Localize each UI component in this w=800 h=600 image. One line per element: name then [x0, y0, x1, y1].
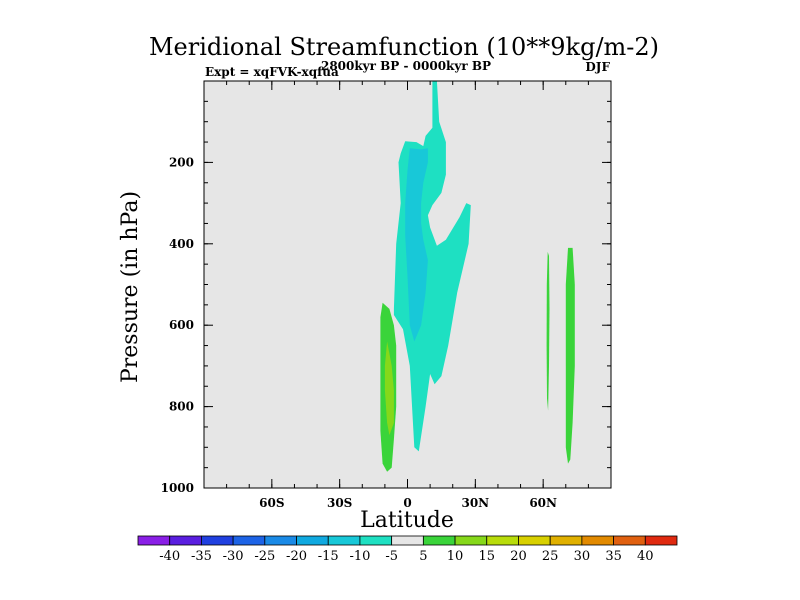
contour-region-nh-positive-cell-b — [565, 247, 575, 464]
colorbar: -40 -35 -30 -25 -20 -15 -10 -5 5 10 15 20 25 30 35 40 — [137, 535, 678, 564]
colorbar-label: 40 — [637, 549, 654, 564]
colorbar-box — [391, 535, 424, 546]
colorbar-label: 30 — [574, 549, 591, 564]
colorbar-box — [232, 535, 266, 546]
colorbar-box — [264, 535, 297, 546]
x-tick-label: 60N — [529, 496, 557, 510]
colorbar-label: 20 — [510, 549, 527, 564]
contour-fills — [380, 81, 575, 472]
colorbar-label: -10 — [349, 549, 370, 564]
x-axis-label: Latitude — [360, 508, 454, 533]
colorbar-label: 35 — [605, 549, 622, 564]
colorbar-box — [327, 535, 361, 546]
colorbar-box — [581, 535, 614, 546]
colorbar-box — [201, 535, 234, 546]
colorbar-label: -20 — [286, 549, 307, 564]
experiment-label: Expt = xqFVK-xqfua — [205, 65, 339, 79]
colorbar-box — [422, 535, 456, 546]
colorbar-label: -40 — [159, 549, 180, 564]
axis-ticks: 60S 30S 0 30N 60N 200 400 600 800 1000 — [161, 81, 611, 510]
colorbar-label: -5 — [385, 549, 398, 564]
season-label: DJF — [585, 60, 610, 74]
y-tick-label: 200 — [169, 155, 194, 169]
y-tick-label: 800 — [169, 400, 194, 414]
colorbar-box — [518, 535, 551, 546]
chart-title: Meridional Streamfunction (10**9kg/m-2) — [149, 33, 659, 61]
colorbar-box — [296, 535, 329, 546]
time-range-label: 2800kyr BP - 0000kyr BP — [321, 59, 491, 73]
contour-region-sh-positive-cell-inner — [384, 341, 394, 436]
colorbar-box — [137, 535, 171, 546]
colorbar-box — [549, 535, 583, 546]
colorbar-label: 15 — [478, 549, 495, 564]
x-tick-label: 30S — [327, 496, 352, 510]
contour-region-nh-positive-cell-a — [546, 251, 550, 411]
colorbar-label: -25 — [254, 549, 275, 564]
colorbar-box — [644, 535, 678, 546]
colorbar-box — [454, 535, 488, 546]
x-tick-label: 0 — [403, 496, 411, 510]
y-axis-label: Pressure (in hPa) — [118, 191, 143, 383]
colorbar-box — [613, 535, 646, 546]
y-tick-label: 600 — [169, 318, 194, 332]
x-tick-label: 60S — [259, 496, 284, 510]
x-tick-label: 30N — [461, 496, 489, 510]
colorbar-label: 25 — [542, 549, 559, 564]
y-tick-label: 400 — [169, 237, 194, 251]
colorbar-box — [169, 535, 202, 546]
colorbar-label: -15 — [318, 549, 339, 564]
colorbar-box — [486, 535, 519, 546]
colorbar-box — [359, 535, 393, 546]
contour-region-tropical-cell-inner — [405, 148, 428, 342]
colorbar-label: -35 — [191, 549, 212, 564]
y-tick-label: 1000 — [161, 481, 194, 495]
colorbar-label: -30 — [223, 549, 244, 564]
colorbar-label: 5 — [419, 549, 427, 564]
colorbar-label: 10 — [447, 549, 464, 564]
